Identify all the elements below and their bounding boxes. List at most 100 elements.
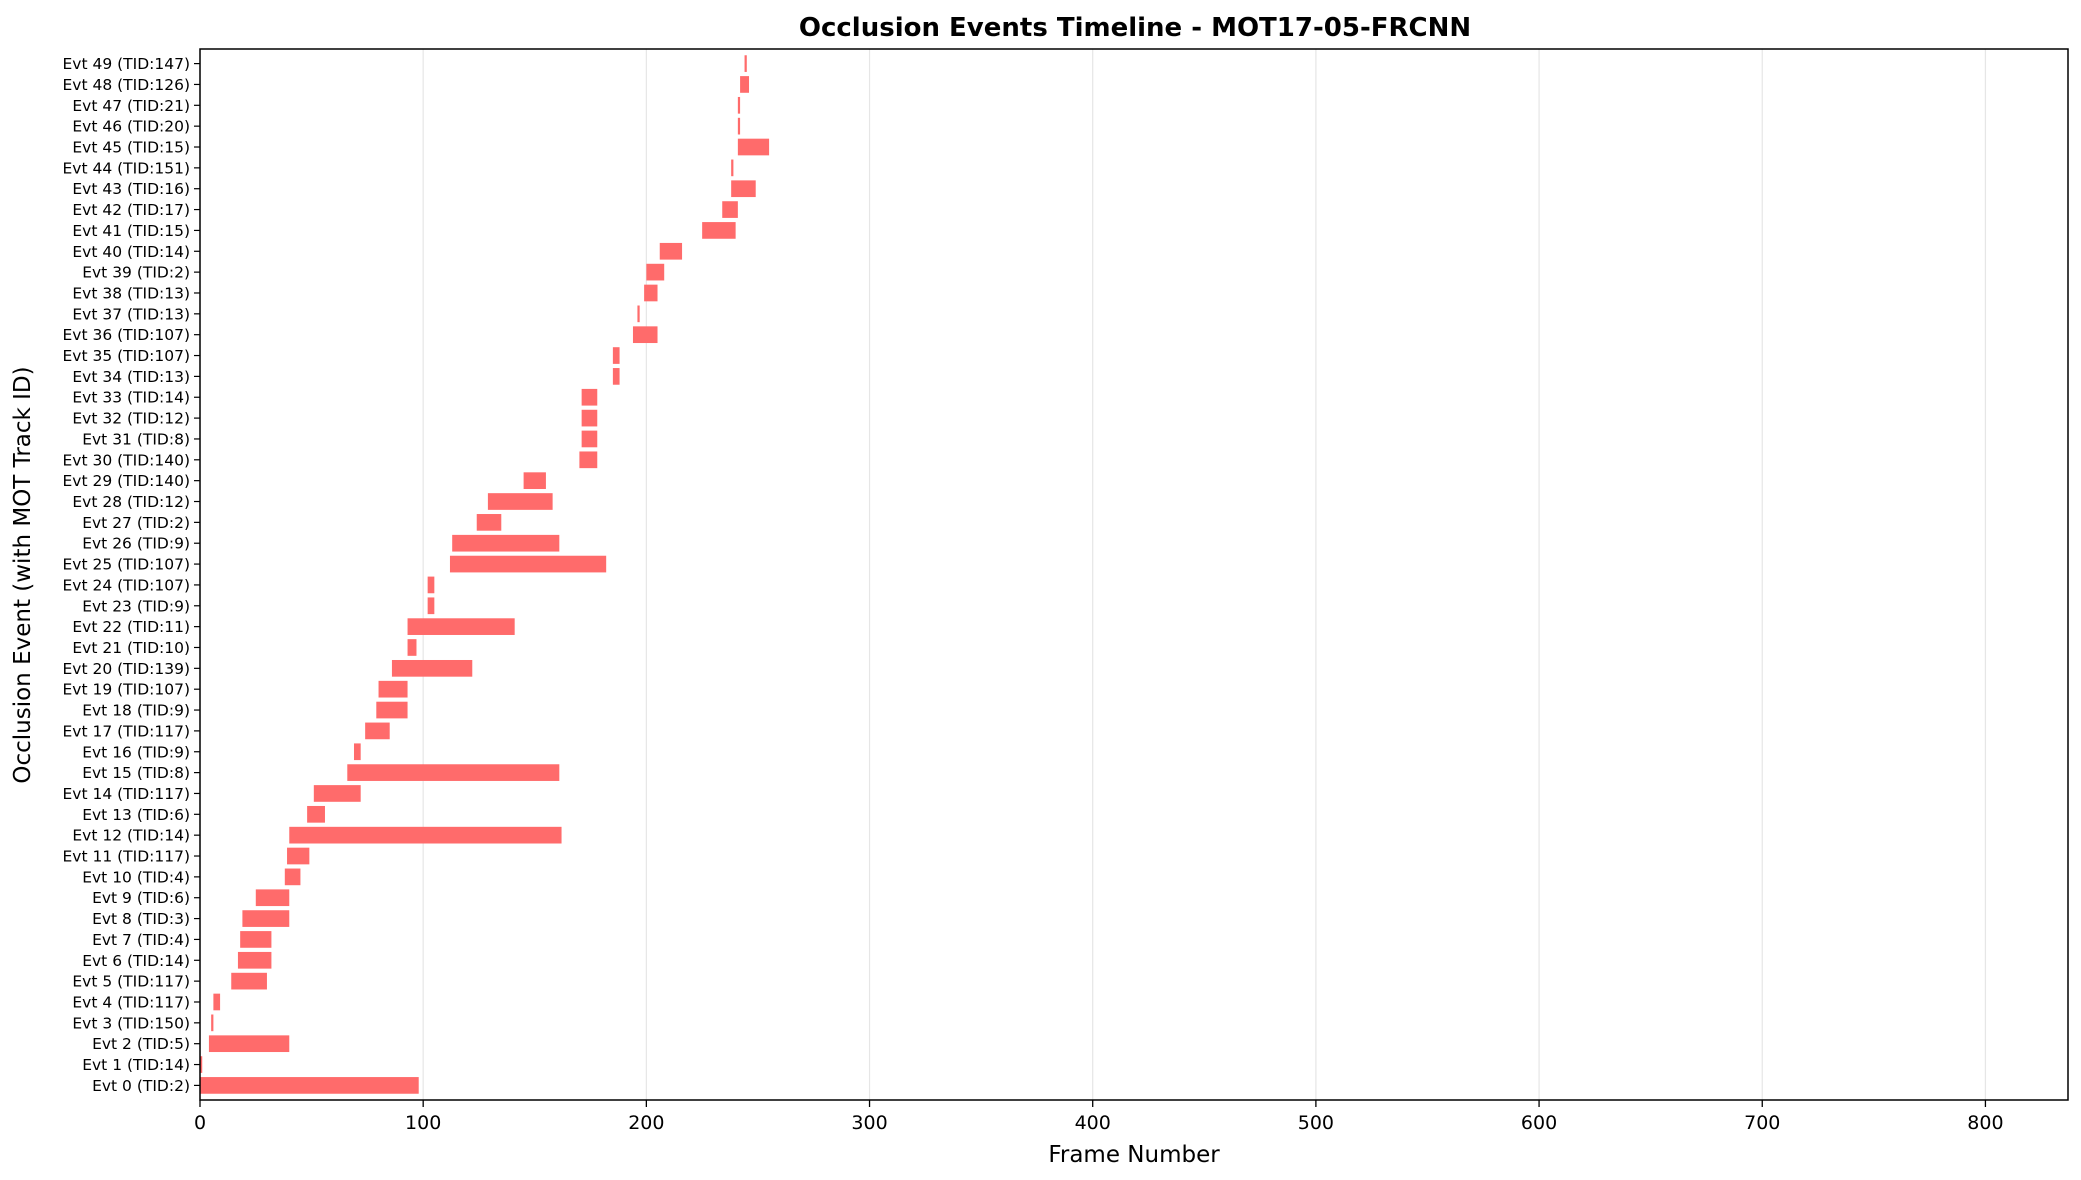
y-tick-label: Evt 37 (TID:13): [72, 305, 190, 323]
x-gridlines: [199, 49, 1987, 1100]
y-tick-label: Evt 6 (TID:14): [82, 952, 190, 970]
y-tick-label: Evt 16 (TID:9): [82, 743, 190, 761]
y-tick-label: Evt 7 (TID:4): [92, 931, 190, 949]
event-bar: [744, 55, 747, 72]
event-bar: [487, 493, 553, 510]
event-bar: [637, 305, 640, 323]
y-tick-label: Evt 9 (TID:6): [92, 889, 190, 907]
event-bar: [737, 117, 741, 135]
event-bar: [284, 868, 301, 886]
y-tick-label: Evt 26 (TID:9): [82, 535, 190, 553]
event-bar: [287, 847, 310, 865]
x-tick-label: 700: [1744, 1112, 1780, 1134]
y-tick-label: Evt 20 (TID:139): [63, 660, 191, 678]
y-tick-label: Evt 31 (TID:8): [82, 430, 190, 448]
event-bar: [347, 764, 560, 781]
x-tick-label: 300: [851, 1112, 887, 1134]
y-tick-label: Evt 35 (TID:107): [63, 347, 191, 365]
event-bar: [353, 743, 361, 761]
event-bar: [307, 805, 325, 823]
event-bar: [365, 722, 390, 740]
x-tick-label: 100: [405, 1112, 441, 1134]
y-tick-label: Evt 19 (TID:107): [63, 681, 191, 699]
event-bar: [313, 785, 361, 802]
y-tick-label: Evt 14 (TID:117): [63, 785, 191, 803]
event-bar: [452, 534, 560, 552]
event-bar: [376, 701, 408, 719]
y-tick-label: Evt 44 (TID:151): [63, 159, 191, 177]
y-tick-label: Evt 12 (TID:14): [72, 827, 190, 845]
y-tick-label: Evt 33 (TID:14): [72, 389, 190, 407]
event-bar: [581, 388, 598, 406]
y-tick-label: Evt 25 (TID:107): [63, 556, 191, 574]
y-axis-label: Occlusion Event (with MOT Track ID): [10, 366, 36, 783]
event-bar: [581, 409, 598, 427]
y-tick-label: Evt 15 (TID:8): [82, 764, 190, 782]
y-tick-label: Evt 5 (TID:117): [72, 973, 190, 991]
y-tick-label: Evt 30 (TID:140): [63, 451, 191, 469]
event-bar: [581, 430, 598, 448]
event-bar: [740, 76, 750, 93]
y-tick-label: Evt 21 (TID:10): [72, 639, 190, 657]
event-bar: [702, 222, 736, 239]
event-bar: [612, 347, 620, 364]
event-bar: [289, 826, 562, 844]
y-tick-label: Evt 10 (TID:4): [82, 868, 190, 886]
event-bar: [722, 201, 738, 218]
event-bar: [237, 951, 272, 969]
x-tick-label: 600: [1521, 1112, 1557, 1134]
plot-frame: [199, 48, 2069, 1101]
event-bar: [449, 555, 607, 573]
chart-title: Occlusion Events Timeline - MOT17-05-FRC…: [799, 13, 1471, 43]
x-axis-label: Frame Number: [1048, 1142, 1220, 1168]
event-bar: [737, 138, 770, 156]
y-tick-label: Evt 45 (TID:15): [72, 139, 190, 157]
y-tick-label: Evt 29 (TID:140): [63, 472, 191, 490]
event-bar: [378, 680, 408, 698]
y-axis-ticks: Evt 0 (TID:2) Evt 1 (TID:14) Evt 2 (TID:5)…: [63, 55, 200, 1095]
event-bar: [407, 618, 515, 635]
y-tick-label: Evt 24 (TID:107): [63, 576, 191, 594]
y-tick-label: Evt 32 (TID:12): [72, 410, 190, 428]
y-tick-label: Evt 27 (TID:2): [82, 514, 190, 532]
y-tick-label: Evt 38 (TID:13): [72, 284, 190, 302]
event-bar: [407, 639, 417, 656]
y-tick-label: Evt 8 (TID:3): [92, 910, 190, 928]
y-tick-label: Evt 36 (TID:107): [63, 326, 191, 344]
y-tick-label: Evt 41 (TID:15): [72, 222, 190, 240]
event-bar: [731, 180, 756, 198]
x-axis-ticks: 0 100 200 300 400 500 600 700 800: [194, 1100, 2004, 1134]
y-tick-label: Evt 11 (TID:117): [63, 848, 191, 866]
event-bar: [391, 659, 473, 677]
y-tick-label: Evt 18 (TID:9): [82, 702, 190, 720]
y-tick-label: Evt 13 (TID:6): [82, 806, 190, 824]
y-tick-label: Evt 17 (TID:117): [63, 722, 191, 740]
y-tick-label: Evt 43 (TID:16): [72, 180, 190, 198]
event-bar: [200, 1077, 419, 1094]
event-bar: [213, 993, 221, 1011]
x-tick-label: 500: [1298, 1112, 1334, 1134]
event-bar: [427, 597, 435, 615]
x-tick-label: 400: [1075, 1112, 1111, 1134]
y-tick-label: Evt 22 (TID:11): [72, 618, 190, 636]
event-bar: [427, 576, 435, 594]
event-bar: [646, 263, 665, 281]
event-bar: [731, 159, 734, 177]
event-bar: [579, 451, 598, 469]
event-bars: [200, 55, 770, 1094]
event-bar: [231, 972, 267, 990]
y-tick-label: Evt 34 (TID:13): [72, 368, 190, 386]
event-bar: [659, 242, 683, 260]
event-bar: [737, 96, 741, 114]
event-bar: [242, 910, 290, 927]
y-tick-label: Evt 3 (TID:150): [72, 1014, 190, 1032]
y-tick-label: Evt 40 (TID:14): [72, 243, 190, 261]
event-bar: [612, 368, 620, 385]
y-tick-label: Evt 39 (TID:2): [82, 264, 190, 282]
y-tick-label: Evt 28 (TID:12): [72, 493, 190, 511]
event-bar: [644, 284, 658, 302]
event-bar: [240, 931, 272, 948]
y-tick-label: Evt 2 (TID:5): [92, 1035, 190, 1053]
x-tick-label: 0: [194, 1112, 206, 1134]
